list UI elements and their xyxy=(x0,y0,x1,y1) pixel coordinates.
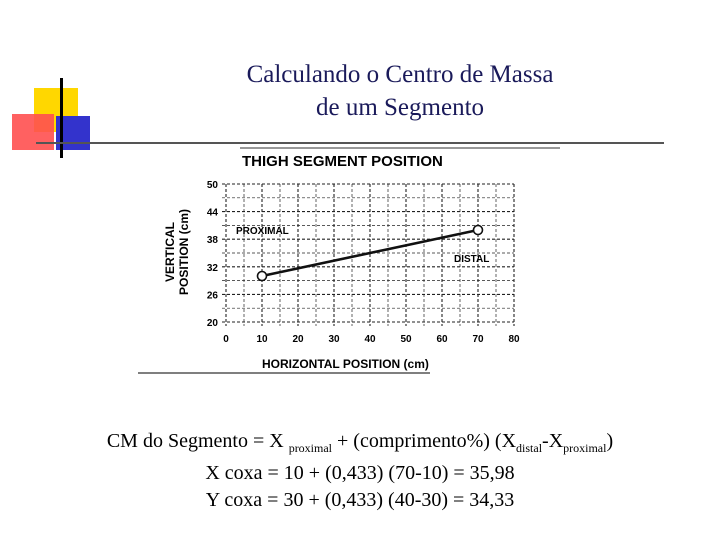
chart-title: THIGH SEGMENT POSITION xyxy=(242,153,443,170)
formula1-sub-proximal-2: proximal xyxy=(563,441,607,455)
formula-cm-segment: CM do Segmento = X proximal + (comprimen… xyxy=(10,428,710,461)
y-tick-label: 44 xyxy=(207,208,219,219)
y-axis-label-line2: POSITION (cm) xyxy=(177,209,191,295)
formula1-part-a: CM do Segmento = X xyxy=(106,430,289,452)
slide-title-line2: de um Segmento xyxy=(315,94,485,121)
y-tick-label: 50 xyxy=(207,180,219,191)
title-underline xyxy=(36,142,664,144)
x-tick-label: 80 xyxy=(508,334,520,345)
x-tick-labels: 0 10 20 30 40 50 60 70 80 xyxy=(223,334,520,345)
y-axis-label-line1: VERTICAL xyxy=(163,222,177,282)
segment-point xyxy=(256,270,268,282)
x-axis-label: HORIZONTAL POSITION (cm) xyxy=(262,357,429,371)
segment-line xyxy=(261,228,479,278)
y-tick-labels: 20 26 32 38 44 50 xyxy=(207,180,219,329)
series-layer xyxy=(256,224,484,282)
formula1-part-b: + (comprimento%) (X xyxy=(332,430,517,452)
y-tick-label: 20 xyxy=(207,318,219,329)
x-tick-label: 0 xyxy=(223,334,229,345)
x-tick-label: 10 xyxy=(256,334,268,345)
proximal-label: PROXIMAL xyxy=(236,226,289,237)
slide-title-line1: Calculando o Centro de Massa xyxy=(246,61,554,88)
y-tick-label: 32 xyxy=(207,263,219,274)
y-tick-label: 26 xyxy=(207,290,219,301)
thigh-segment-chart: THIGH SEGMENT POSITION 0 10 20 30 40 50 60 70 80… xyxy=(138,147,560,374)
formula1-part-d: ) xyxy=(606,430,614,452)
red-square-ornament xyxy=(12,114,54,150)
x-tick-label: 30 xyxy=(328,334,340,345)
formula1-part-c: -X xyxy=(542,430,564,452)
x-tick-label: 70 xyxy=(472,334,484,345)
formula-x-coxa: X coxa = 10 + (0,433) (70-10) = 35,98 xyxy=(205,462,515,484)
x-tick-label: 60 xyxy=(436,334,448,345)
x-tick-label: 20 xyxy=(292,334,304,345)
formula1-sub-distal: distal xyxy=(516,441,543,455)
x-tick-label: 40 xyxy=(364,334,376,345)
distal-label: DISTAL xyxy=(454,254,489,265)
segment-point xyxy=(472,224,484,236)
formula1-sub-proximal: proximal xyxy=(288,441,333,455)
slide-title: Calculando o Centro de Massa de um Segme… xyxy=(150,58,650,124)
y-axis-label: VERTICAL POSITION (cm) xyxy=(163,209,191,295)
y-tick-label: 38 xyxy=(207,235,219,246)
vertical-ornament-line xyxy=(60,78,63,158)
formula-y-coxa: Y coxa = 30 + (0,433) (40-30) = 34,33 xyxy=(205,489,515,511)
x-tick-label: 50 xyxy=(400,334,412,345)
